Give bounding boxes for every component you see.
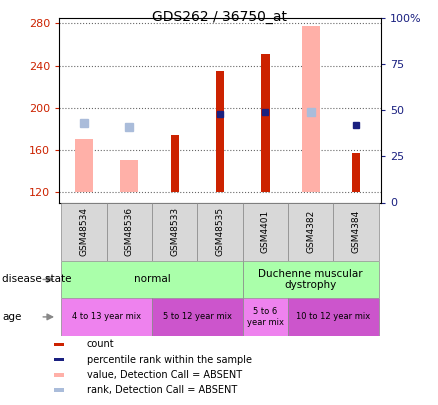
Text: age: age [2,312,21,322]
Bar [261,54,269,192]
Text: GSM48535: GSM48535 [215,207,225,256]
Text: GSM48534: GSM48534 [80,207,88,256]
Bar [152,202,198,261]
Text: 5 to 12 year mix: 5 to 12 year mix [163,312,232,322]
Bar [352,153,360,192]
Text: GSM48533: GSM48533 [170,207,179,256]
Text: 4 to 13 year mix: 4 to 13 year mix [72,312,141,322]
Bar [54,373,64,377]
Text: 10 to 12 year mix: 10 to 12 year mix [297,312,371,322]
Text: Duchenne muscular
dystrophy: Duchenne muscular dystrophy [258,269,363,290]
Bar [333,202,379,261]
Text: GDS262 / 36750_at: GDS262 / 36750_at [152,10,286,24]
Bar [288,298,379,336]
Bar [171,135,179,192]
Bar [61,202,107,261]
Text: 5 to 6
year mix: 5 to 6 year mix [247,307,284,326]
Text: percentile rank within the sample: percentile rank within the sample [87,354,252,364]
Text: GSM4382: GSM4382 [306,210,315,254]
Bar [120,160,138,192]
Text: GSM4384: GSM4384 [352,210,360,254]
Text: GSM48536: GSM48536 [125,207,134,256]
Bar [61,298,152,336]
Text: GSM4401: GSM4401 [261,210,270,254]
Bar [243,202,288,261]
Bar [198,202,243,261]
Text: disease state: disease state [2,275,72,284]
Bar [54,388,64,392]
Bar [54,358,64,361]
Bar [152,298,243,336]
Bar [75,139,93,192]
Bar [54,343,64,346]
Text: normal: normal [134,275,170,284]
Text: value, Detection Call = ABSENT: value, Detection Call = ABSENT [87,370,242,380]
Text: count: count [87,339,114,350]
Bar [61,261,243,298]
Bar [107,202,152,261]
Bar [288,202,333,261]
Bar [243,298,288,336]
Bar [302,26,320,192]
Text: rank, Detection Call = ABSENT: rank, Detection Call = ABSENT [87,385,237,395]
Bar [243,261,379,298]
Bar [216,71,224,192]
